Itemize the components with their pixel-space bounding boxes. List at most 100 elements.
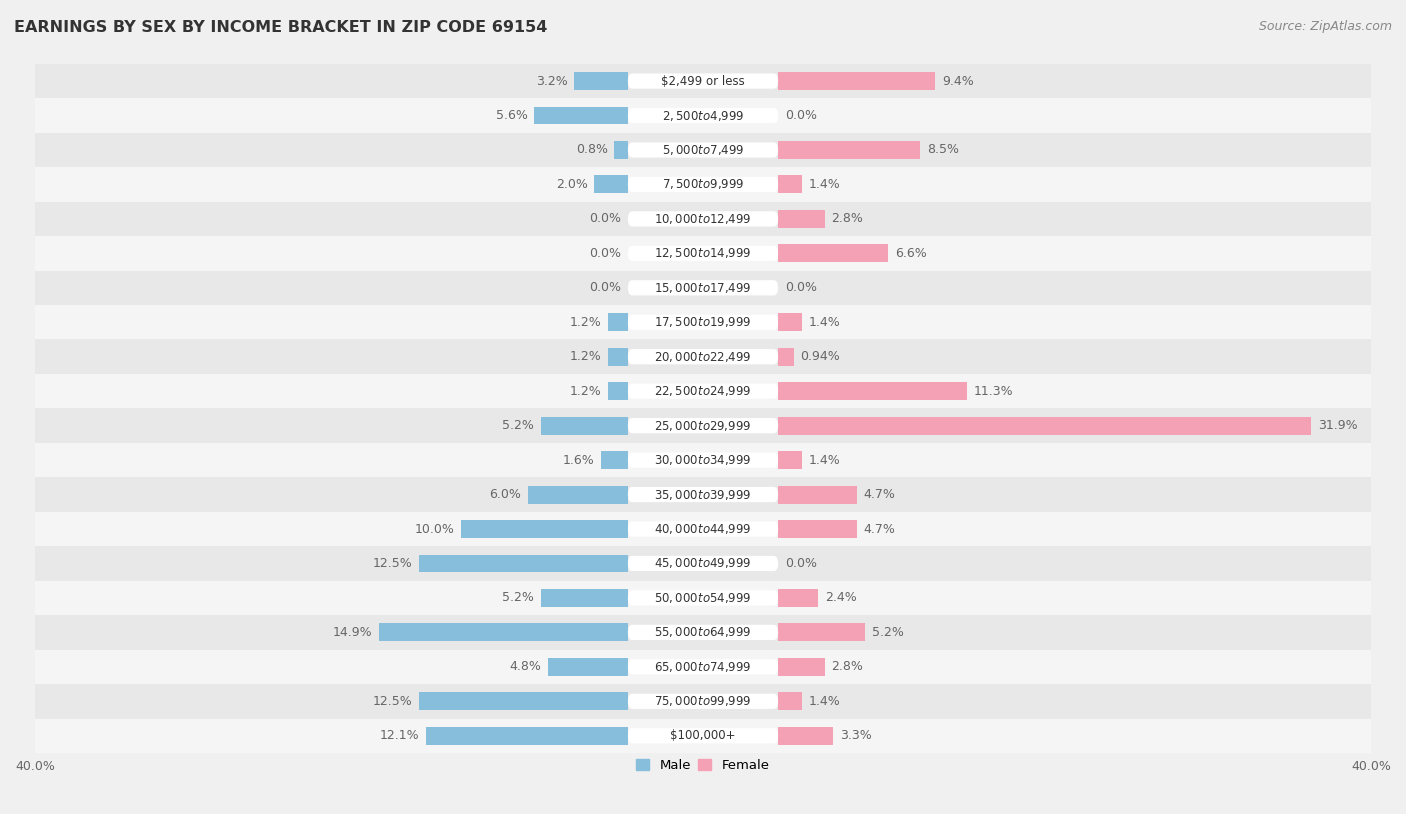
Bar [778, 383, 967, 400]
FancyBboxPatch shape [628, 349, 778, 365]
Text: EARNINGS BY SEX BY INCOME BRACKET IN ZIP CODE 69154: EARNINGS BY SEX BY INCOME BRACKET IN ZIP… [14, 20, 547, 35]
Text: 1.2%: 1.2% [569, 385, 602, 398]
Text: 2.4%: 2.4% [825, 592, 856, 605]
Text: 4.8%: 4.8% [509, 660, 541, 673]
Bar [35, 202, 1371, 236]
Bar [35, 443, 1371, 477]
Text: $75,000 to $99,999: $75,000 to $99,999 [654, 694, 752, 708]
Text: 5.2%: 5.2% [502, 592, 534, 605]
Text: $20,000 to $22,499: $20,000 to $22,499 [654, 350, 752, 364]
Bar [35, 98, 1371, 133]
Legend: Male, Female: Male, Female [631, 754, 775, 777]
FancyBboxPatch shape [628, 487, 778, 502]
Text: $45,000 to $49,999: $45,000 to $49,999 [654, 557, 752, 571]
Bar [380, 624, 628, 641]
FancyBboxPatch shape [628, 315, 778, 330]
Text: 8.5%: 8.5% [927, 143, 959, 156]
Bar [778, 313, 801, 331]
Text: 1.6%: 1.6% [562, 453, 595, 466]
Bar [778, 244, 889, 262]
Bar [778, 417, 1310, 435]
FancyBboxPatch shape [628, 625, 778, 640]
Bar [548, 658, 628, 676]
Text: 31.9%: 31.9% [1317, 419, 1357, 432]
Text: 11.3%: 11.3% [973, 385, 1014, 398]
FancyBboxPatch shape [628, 694, 778, 709]
Bar [35, 236, 1371, 270]
Bar [778, 451, 801, 469]
Text: 6.0%: 6.0% [489, 488, 522, 501]
Text: $55,000 to $64,999: $55,000 to $64,999 [654, 625, 752, 639]
Bar [778, 348, 794, 365]
Bar [35, 684, 1371, 719]
Bar [527, 486, 628, 504]
Bar [602, 451, 628, 469]
Text: 1.2%: 1.2% [569, 350, 602, 363]
Bar [35, 374, 1371, 409]
Bar [778, 658, 825, 676]
Text: 0.94%: 0.94% [800, 350, 841, 363]
Bar [595, 176, 628, 194]
Text: 2.0%: 2.0% [555, 178, 588, 191]
FancyBboxPatch shape [628, 73, 778, 89]
Bar [35, 719, 1371, 753]
FancyBboxPatch shape [628, 177, 778, 192]
Bar [35, 167, 1371, 202]
Bar [575, 72, 628, 90]
Text: 14.9%: 14.9% [333, 626, 373, 639]
Bar [607, 383, 628, 400]
Bar [461, 520, 628, 538]
Text: 0.0%: 0.0% [589, 212, 621, 225]
FancyBboxPatch shape [628, 522, 778, 536]
Bar [35, 477, 1371, 512]
Text: $7,500 to $9,999: $7,500 to $9,999 [662, 177, 744, 191]
Text: 1.4%: 1.4% [808, 453, 839, 466]
Text: $50,000 to $54,999: $50,000 to $54,999 [654, 591, 752, 605]
Bar [35, 409, 1371, 443]
Bar [778, 520, 856, 538]
Text: 3.3%: 3.3% [839, 729, 872, 742]
Text: 4.7%: 4.7% [863, 488, 896, 501]
Bar [35, 63, 1371, 98]
Bar [35, 270, 1371, 305]
FancyBboxPatch shape [628, 556, 778, 571]
Bar [35, 305, 1371, 339]
FancyBboxPatch shape [628, 659, 778, 675]
Text: $5,000 to $7,499: $5,000 to $7,499 [662, 143, 744, 157]
Text: 3.2%: 3.2% [536, 75, 568, 88]
Bar [419, 693, 628, 711]
Text: 0.0%: 0.0% [785, 282, 817, 295]
Bar [778, 141, 920, 159]
Bar [534, 107, 628, 125]
Text: $2,499 or less: $2,499 or less [661, 75, 745, 88]
Text: 0.0%: 0.0% [589, 282, 621, 295]
Bar [778, 176, 801, 194]
Bar [778, 727, 834, 745]
Bar [778, 589, 818, 607]
FancyBboxPatch shape [628, 453, 778, 468]
FancyBboxPatch shape [628, 729, 778, 743]
Text: $30,000 to $34,999: $30,000 to $34,999 [654, 453, 752, 467]
Bar [35, 133, 1371, 167]
FancyBboxPatch shape [628, 280, 778, 295]
Bar [541, 417, 628, 435]
Text: $65,000 to $74,999: $65,000 to $74,999 [654, 660, 752, 674]
Text: $15,000 to $17,499: $15,000 to $17,499 [654, 281, 752, 295]
Bar [614, 141, 628, 159]
Text: 9.4%: 9.4% [942, 75, 973, 88]
Text: $2,500 to $4,999: $2,500 to $4,999 [662, 108, 744, 123]
FancyBboxPatch shape [628, 108, 778, 123]
Text: 5.2%: 5.2% [502, 419, 534, 432]
Text: 5.2%: 5.2% [872, 626, 904, 639]
FancyBboxPatch shape [628, 383, 778, 399]
Text: 2.8%: 2.8% [831, 660, 863, 673]
Bar [778, 624, 865, 641]
Text: $17,500 to $19,999: $17,500 to $19,999 [654, 315, 752, 330]
Text: 0.0%: 0.0% [785, 557, 817, 570]
Text: 0.8%: 0.8% [576, 143, 607, 156]
Bar [35, 512, 1371, 546]
FancyBboxPatch shape [628, 212, 778, 226]
Bar [607, 348, 628, 365]
FancyBboxPatch shape [628, 246, 778, 261]
Text: $100,000+: $100,000+ [671, 729, 735, 742]
